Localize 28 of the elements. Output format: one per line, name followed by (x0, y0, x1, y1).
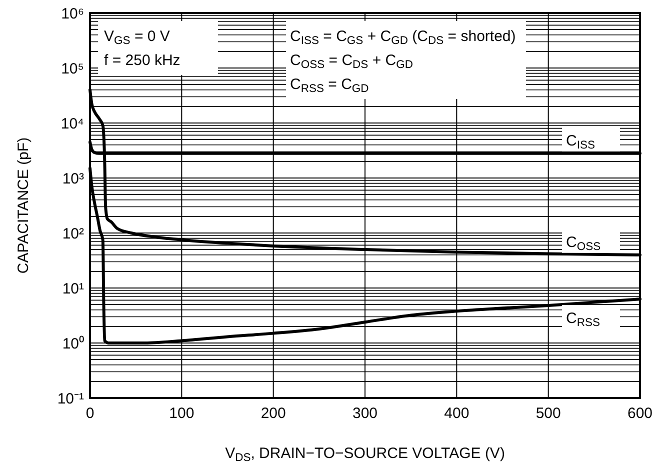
note-box: V$_{GS}$ = 0 V f = 250 kHz (98, 21, 218, 75)
y-axis-title: CAPACITANCE (pF) (15, 137, 32, 274)
y-tick-label: 10⁴ (60, 115, 84, 132)
x-tick-label: 200 (260, 405, 286, 422)
label-box: C$_{ISS}$ (562, 127, 620, 152)
annotation: C$_{RSS}$ = C$_{GD}$ (290, 76, 369, 95)
y-tick-label: 10⁻¹ (57, 390, 84, 408)
x-tick-label: 600 (627, 405, 653, 422)
y-tick-label: 10¹ (62, 280, 84, 298)
x-axis-title: V$_{DS}$, DRAIN−TO−SOURCE VOLTAGE (V) (225, 445, 505, 464)
x-tick-label: 100 (169, 405, 194, 422)
y-tick-label: 10² (62, 225, 84, 242)
formula-box: C$_{ISS}$ = C$_{GS}$ + C$_{GD}$ (C$_{DS}$ = shorted) C$_{OSS}$ = C$_{DS}$ + C$_{GD}$ C$_{RSS}$ = C$_{GD}$ (286, 21, 526, 99)
y-tick-label: 10⁰ (62, 335, 84, 352)
x-tick-label: 500 (536, 405, 561, 422)
y-tick-label: 10⁶ (61, 5, 84, 22)
x-tick-label: 0 (86, 405, 94, 422)
label-box: C$_{RSS}$ (562, 305, 620, 330)
series-label: C$_{RSS}$ (566, 310, 600, 329)
y-tick-label: 10³ (62, 170, 84, 188)
annotation: V$_{GS}$ = 0 V (104, 28, 170, 47)
annotation: f = 250 kHz (104, 52, 180, 69)
x-tick-label: 400 (444, 405, 470, 422)
annotation: C$_{OSS}$ = C$_{DS}$ + C$_{GD}$ (290, 52, 413, 71)
x-tick-label: 300 (352, 405, 378, 422)
series-label: C$_{OSS}$ (566, 234, 601, 253)
y-tick-label: 10⁵ (61, 60, 84, 78)
series-label: C$_{ISS}$ (566, 132, 595, 152)
